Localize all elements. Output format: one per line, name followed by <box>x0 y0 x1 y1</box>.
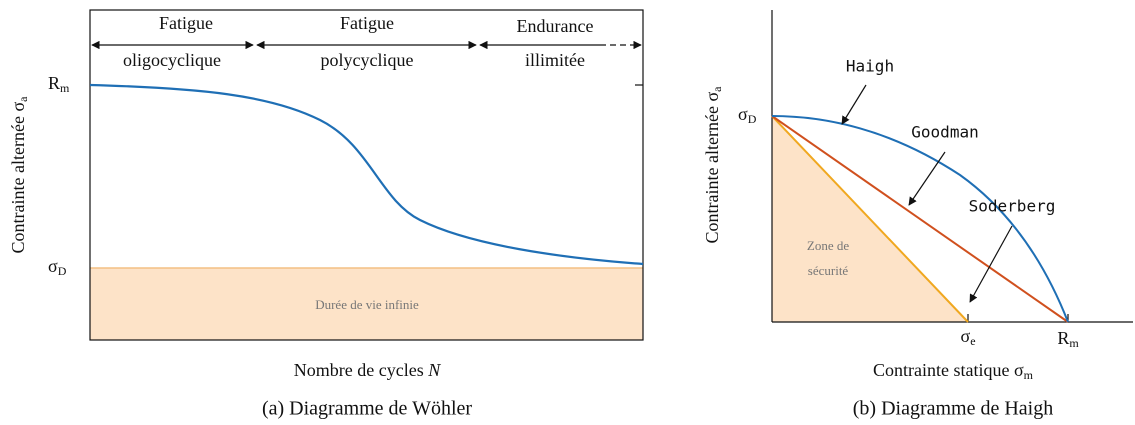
wohler-curve <box>89 83 644 266</box>
sigma-d-label: σD <box>738 104 757 126</box>
caption: (a) Diagramme de Wöhler <box>262 398 472 420</box>
infinite-life-zone <box>90 268 643 340</box>
pointer <box>969 225 1013 303</box>
curve-label: Soderberg <box>969 197 1056 216</box>
zone-label: sécurité <box>808 263 849 278</box>
haigh-curve <box>771 115 1069 323</box>
pointer <box>908 151 946 206</box>
rm-label: Rm <box>1057 328 1079 350</box>
y-axis-label: Contrainte alternée σa <box>8 96 30 254</box>
zone-label: Durée de vie infinie <box>315 297 419 312</box>
curve-label: Haigh <box>846 57 894 76</box>
region-label: illimitée <box>525 50 585 70</box>
sigma-d-label: σD <box>48 256 67 278</box>
region-label: Endurance <box>517 16 594 36</box>
zone-label: Zone de <box>807 238 849 253</box>
haigh-panel: Haigh Goodman Soderberg Zone de sécurité… <box>702 10 1133 420</box>
region-label: oligocyclique <box>123 50 221 70</box>
x-axis-label: Contrainte statique σm <box>873 360 1034 382</box>
y-axis-label: Contrainte alternée σa <box>702 86 724 244</box>
sigma-e-label: σe <box>960 326 975 348</box>
region-label: Fatigue <box>340 13 394 33</box>
rm-label: Rm <box>48 73 70 95</box>
goodman-line <box>771 115 1069 323</box>
pointer <box>841 84 867 125</box>
frame <box>89 9 644 341</box>
region-label: polycyclique <box>321 50 414 70</box>
wohler-panel: Fatigue oligocyclique Fatigue polycycliq… <box>8 9 644 420</box>
curve-label: Goodman <box>911 123 978 142</box>
x-axis-label: Nombre de cycles N <box>294 360 441 380</box>
caption: (b) Diagramme de Haigh <box>853 398 1053 420</box>
region-label: Fatigue <box>159 13 213 33</box>
soderberg-line <box>771 115 969 323</box>
